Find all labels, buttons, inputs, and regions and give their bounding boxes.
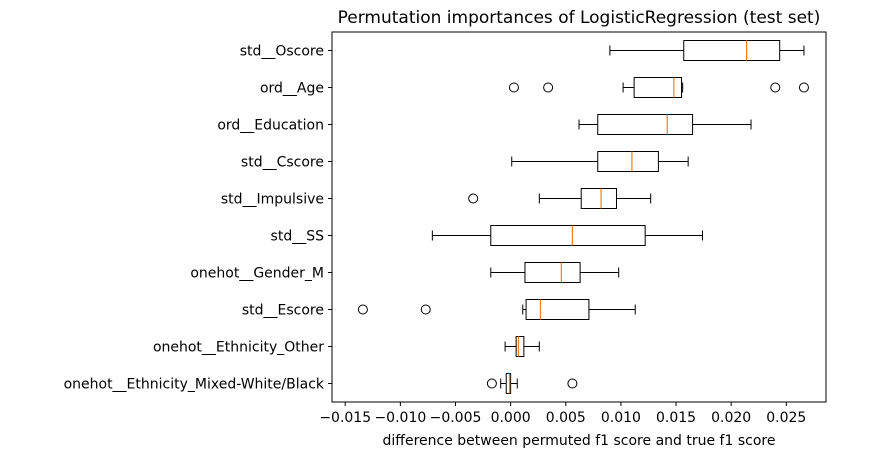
outlier-point xyxy=(567,378,578,389)
x-axis: −0.015 −0.010 −0.005 0.000 0.005 0.010 0.015 0.… xyxy=(319,402,806,426)
x-tick-label: 0.020 xyxy=(711,410,751,426)
x-tick-label: 0.025 xyxy=(766,410,806,426)
x-tick-label: 0.015 xyxy=(656,410,696,426)
y-tick-label: std__Oscore xyxy=(240,44,324,60)
y-tick-label: onehot__Gender_M xyxy=(190,266,324,282)
iqr-box xyxy=(597,114,694,135)
iqr-box xyxy=(683,40,781,61)
y-tick-label: std__SS xyxy=(271,229,325,245)
x-tick-label: −0.005 xyxy=(430,410,482,426)
iqr-box xyxy=(505,373,512,394)
y-tick-label: std__Impulsive xyxy=(221,192,324,208)
box-10 xyxy=(486,373,578,394)
iqr-box xyxy=(524,262,581,283)
box-3 xyxy=(578,114,752,135)
outlier-point xyxy=(770,82,781,93)
y-tick-label: ord__Age xyxy=(260,81,324,97)
iqr-box xyxy=(580,188,617,209)
box-2 xyxy=(508,77,809,98)
iqr-box xyxy=(490,225,646,246)
outlier-point xyxy=(798,82,809,93)
x-tick-label: −0.015 xyxy=(319,410,371,426)
outlier-point xyxy=(468,193,479,204)
box-1 xyxy=(609,40,805,61)
box-9 xyxy=(504,336,540,357)
outlier-point xyxy=(357,304,368,315)
outlier-point xyxy=(420,304,431,315)
iqr-box xyxy=(597,151,659,172)
y-tick-label: std__Cscore xyxy=(241,155,324,171)
box-7 xyxy=(490,262,620,283)
x-tick-label: 0.000 xyxy=(491,410,531,426)
outlier-point xyxy=(543,82,554,93)
iqr-box xyxy=(525,299,590,320)
box-4 xyxy=(511,151,689,172)
iqr-box xyxy=(633,77,683,98)
box-8 xyxy=(357,299,636,320)
plot-area xyxy=(357,40,809,394)
chart-title: Permutation importances of LogisticRegre… xyxy=(338,8,821,28)
y-tick-label: std__Escore xyxy=(242,303,324,319)
x-tick-label: 0.005 xyxy=(546,410,586,426)
y-tick-label: onehot__Ethnicity_Mixed-White/Black xyxy=(64,377,325,393)
y-axis: std__Oscore ord__Age ord__Education std__Cs… xyxy=(64,44,332,393)
box-6 xyxy=(431,225,703,246)
y-tick-label: ord__Education xyxy=(217,118,324,134)
x-tick-label: −0.010 xyxy=(374,410,426,426)
outlier-point xyxy=(508,82,519,93)
box-5 xyxy=(468,188,652,209)
y-tick-label: onehot__Ethnicity_Other xyxy=(153,340,324,356)
x-tick-label: 0.010 xyxy=(601,410,641,426)
iqr-box xyxy=(515,336,525,357)
plot-frame xyxy=(331,31,827,403)
x-axis-label: difference between permuted f1 score and… xyxy=(383,433,776,449)
outlier-point xyxy=(486,378,497,389)
